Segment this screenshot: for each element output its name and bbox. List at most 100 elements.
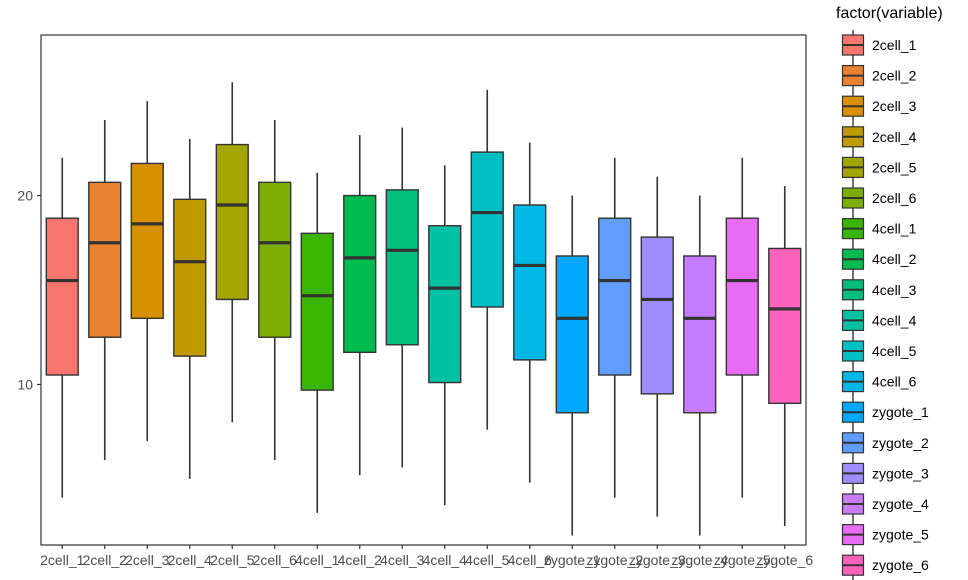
box-2cell_1 bbox=[45, 157, 79, 498]
legend-item-zygote_2: zygote_2 bbox=[841, 427, 929, 459]
box-body bbox=[640, 236, 674, 395]
legend-label: zygote_2 bbox=[872, 435, 929, 451]
y-tick-label: 20 bbox=[17, 188, 33, 204]
box-4cell_3 bbox=[385, 127, 419, 468]
legend-label: 4cell_4 bbox=[872, 312, 917, 328]
box-body bbox=[555, 255, 589, 414]
box-body bbox=[215, 143, 249, 301]
legend-item-2cell_5: 2cell_5 bbox=[841, 152, 917, 183]
x-tick-label: 2cell_2 bbox=[83, 552, 128, 568]
box-body bbox=[470, 151, 504, 308]
legend-item-zygote_1: zygote_1 bbox=[841, 397, 929, 428]
legend-item-4cell_3: 4cell_3 bbox=[841, 274, 917, 306]
legend-item-2cell_2: 2cell_2 bbox=[841, 60, 917, 92]
legend-item-zygote_6: zygote_6 bbox=[841, 550, 929, 580]
box-body bbox=[683, 255, 717, 414]
legend-label: 2cell_4 bbox=[872, 129, 917, 145]
box-zygote_5 bbox=[725, 157, 759, 498]
box-zygote_4 bbox=[683, 195, 717, 536]
x-tick-label: 4cell_6 bbox=[508, 552, 553, 568]
x-tick-label: 4cell_3 bbox=[380, 552, 425, 568]
box-4cell_5 bbox=[470, 89, 504, 430]
legend-label: zygote_3 bbox=[872, 465, 929, 481]
legend-item-4cell_4: 4cell_4 bbox=[841, 305, 917, 336]
x-tick-label: 2cell_4 bbox=[168, 552, 213, 568]
x-axis: 2cell_12cell_22cell_32cell_42cell_52cell… bbox=[40, 545, 813, 568]
legend-item-4cell_1: 4cell_1 bbox=[841, 213, 917, 245]
legend-label: zygote_6 bbox=[872, 557, 929, 573]
x-tick-label: 2cell_3 bbox=[125, 552, 170, 568]
x-tick-label: 2cell_6 bbox=[253, 552, 298, 568]
box-2cell_3 bbox=[130, 101, 164, 442]
box-body bbox=[258, 181, 292, 338]
box-zygote_1 bbox=[555, 195, 589, 536]
box-body bbox=[385, 189, 419, 346]
box-4cell_2 bbox=[343, 135, 377, 476]
box-body bbox=[598, 217, 632, 376]
y-axis: 10 20 bbox=[17, 188, 41, 392]
x-tick-label: 2cell_1 bbox=[40, 552, 85, 568]
legend-label: zygote_1 bbox=[872, 404, 929, 420]
box-2cell_6 bbox=[258, 120, 292, 460]
box-body bbox=[343, 194, 377, 354]
legend-label: 4cell_1 bbox=[872, 221, 917, 237]
box-body bbox=[130, 162, 164, 320]
box-4cell_1 bbox=[300, 172, 334, 513]
box-body bbox=[45, 217, 79, 376]
legend-label: zygote_4 bbox=[872, 496, 929, 512]
boxes-layer bbox=[45, 82, 802, 536]
box-2cell_5 bbox=[215, 82, 249, 423]
legend-item-2cell_4: 2cell_4 bbox=[841, 121, 917, 153]
box-body bbox=[300, 232, 334, 391]
box-body bbox=[513, 204, 547, 361]
box-4cell_6 bbox=[513, 142, 547, 483]
x-tick-label: zygote_2 bbox=[586, 552, 643, 568]
legend-label: 4cell_2 bbox=[872, 251, 917, 267]
legend-item-4cell_5: 4cell_5 bbox=[841, 336, 917, 367]
box-2cell_2 bbox=[88, 120, 122, 460]
box-2cell_4 bbox=[173, 138, 207, 479]
legend-item-4cell_2: 4cell_2 bbox=[841, 244, 917, 275]
legend-label: 2cell_6 bbox=[872, 190, 917, 206]
box-zygote_3 bbox=[640, 176, 674, 517]
legend-label: zygote_5 bbox=[872, 527, 929, 543]
legend-label: 2cell_3 bbox=[872, 98, 917, 114]
legend-item-zygote_5: zygote_5 bbox=[841, 519, 929, 551]
x-tick-label: 4cell_2 bbox=[338, 552, 383, 568]
box-body bbox=[173, 198, 207, 357]
legend-item-zygote_3: zygote_3 bbox=[841, 458, 929, 489]
box-4cell_4 bbox=[428, 165, 462, 506]
legend-label: 4cell_5 bbox=[872, 343, 917, 359]
legend: factor(variable) 2cell_12cell_22cell_32c… bbox=[836, 5, 943, 580]
x-tick-label: 4cell_4 bbox=[423, 552, 468, 568]
legend-label: 4cell_3 bbox=[872, 282, 917, 298]
box-zygote_2 bbox=[598, 157, 632, 498]
legend-item-zygote_4: zygote_4 bbox=[841, 489, 929, 520]
legend-item-2cell_1: 2cell_1 bbox=[841, 30, 917, 61]
legend-label: 4cell_6 bbox=[872, 374, 917, 390]
x-tick-label: zygote_1 bbox=[544, 552, 601, 568]
y-tick-label: 10 bbox=[17, 376, 33, 392]
x-tick-label: 4cell_1 bbox=[295, 552, 340, 568]
legend-item-4cell_6: 4cell_6 bbox=[841, 366, 917, 398]
legend-label: 2cell_1 bbox=[872, 37, 917, 53]
box-body bbox=[768, 247, 802, 405]
legend-items: 2cell_1 2cell_2 2cell_3 2cell_4 2cell_5 2cell… bbox=[841, 30, 929, 580]
x-tick-label: zygote_3 bbox=[629, 552, 686, 568]
x-tick-label: zygote_5 bbox=[714, 552, 771, 568]
box-zygote_6 bbox=[768, 186, 802, 527]
legend-item-2cell_6: 2cell_6 bbox=[841, 183, 917, 214]
x-tick-label: zygote_4 bbox=[671, 552, 728, 568]
x-tick-label: 2cell_5 bbox=[210, 552, 255, 568]
x-tick-label: zygote_6 bbox=[756, 552, 813, 568]
legend-label: 2cell_2 bbox=[872, 68, 917, 84]
legend-item-2cell_3: 2cell_3 bbox=[841, 91, 917, 122]
x-tick-label: 4cell_5 bbox=[465, 552, 510, 568]
box-body bbox=[88, 181, 122, 338]
plot-panel-border bbox=[40, 34, 807, 546]
legend-label: 2cell_5 bbox=[872, 159, 917, 175]
legend-title: factor(variable) bbox=[836, 5, 943, 22]
box-body bbox=[725, 217, 759, 376]
box-body bbox=[428, 225, 462, 384]
